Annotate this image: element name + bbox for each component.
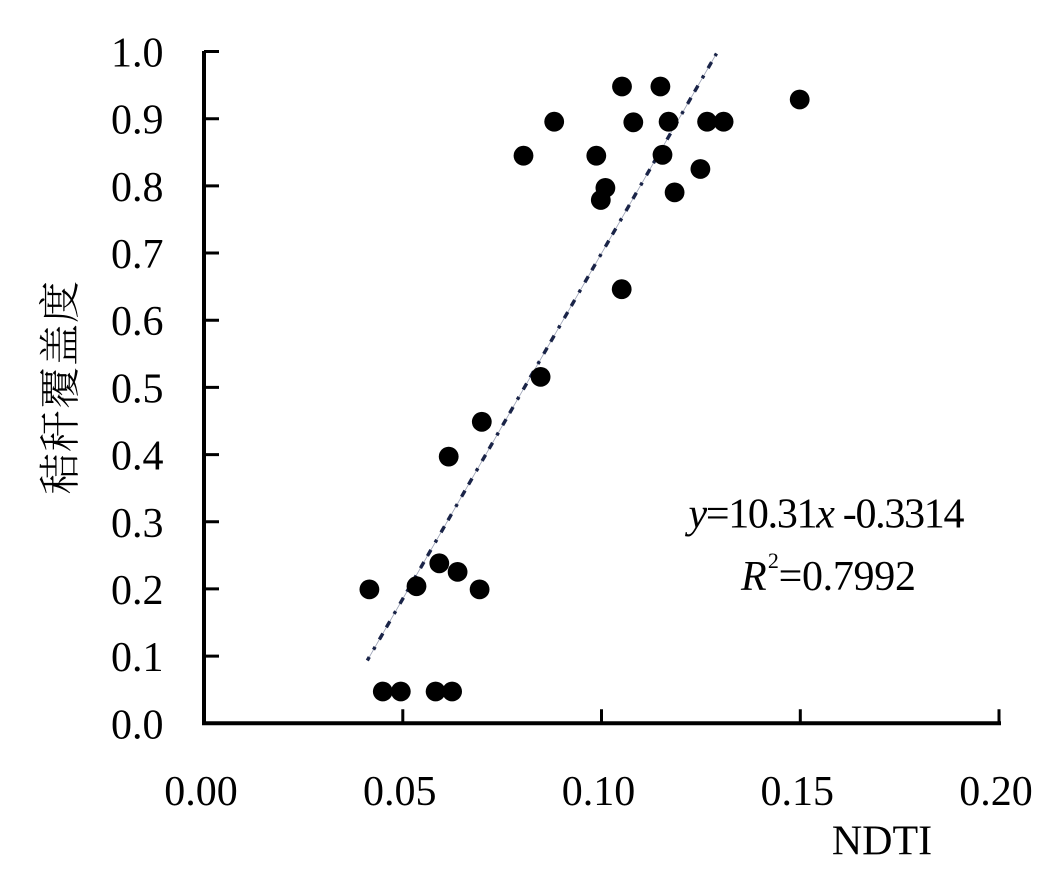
svg-text:R2=0.7992: R2=0.7992: [740, 548, 916, 600]
svg-text:0.5: 0.5: [111, 366, 164, 412]
svg-text:NDTI: NDTI: [832, 819, 932, 865]
svg-text:0.9: 0.9: [111, 98, 164, 144]
svg-text:0.20: 0.20: [959, 769, 1033, 815]
svg-text:0.4: 0.4: [111, 434, 164, 480]
svg-text:0.0: 0.0: [111, 702, 164, 748]
svg-text:0.8: 0.8: [111, 165, 164, 211]
svg-text:0.2: 0.2: [111, 568, 164, 614]
svg-text:0.05: 0.05: [363, 769, 437, 815]
svg-text:0.15: 0.15: [761, 769, 835, 815]
svg-text:0.10: 0.10: [562, 769, 636, 815]
svg-text:y=10.31x -0.3314: y=10.31x -0.3314: [685, 491, 965, 537]
svg-text:1.0: 1.0: [111, 31, 164, 77]
svg-text:0.1: 0.1: [111, 635, 164, 681]
svg-text:0.3: 0.3: [111, 501, 164, 547]
svg-text:0.00: 0.00: [164, 769, 238, 815]
svg-text:0.6: 0.6: [111, 299, 164, 345]
svg-text:0.7: 0.7: [111, 232, 164, 278]
